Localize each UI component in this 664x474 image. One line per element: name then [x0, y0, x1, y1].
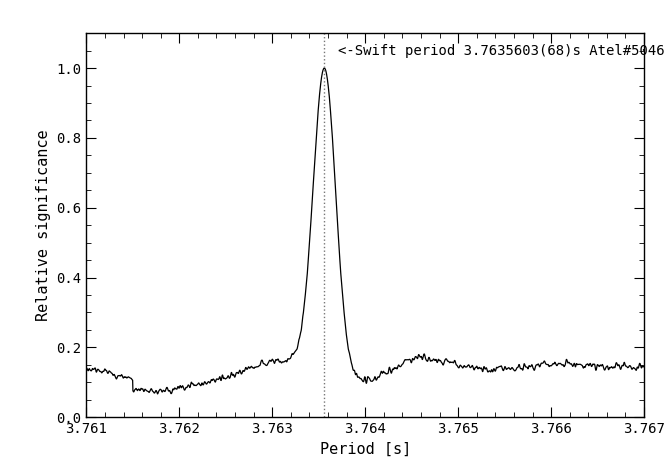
- X-axis label: Period [s]: Period [s]: [319, 442, 411, 456]
- Y-axis label: Relative significance: Relative significance: [36, 129, 50, 321]
- Text: <-Swift period 3.7635603(68)s Atel#5046: <-Swift period 3.7635603(68)s Atel#5046: [338, 44, 664, 58]
